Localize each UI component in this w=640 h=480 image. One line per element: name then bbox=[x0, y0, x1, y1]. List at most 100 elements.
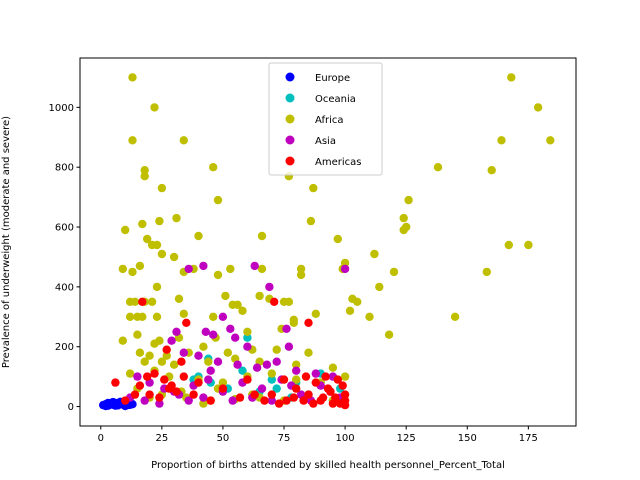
data-point bbox=[306, 216, 316, 226]
data-point bbox=[504, 240, 513, 250]
x-axis: 0 25 50 75 100 125 150 175 bbox=[98, 426, 538, 444]
x-tick-label: 150 bbox=[458, 433, 477, 444]
data-point bbox=[282, 324, 291, 333]
data-point bbox=[333, 375, 342, 384]
legend-marker bbox=[285, 156, 295, 166]
data-point bbox=[270, 297, 279, 306]
data-point bbox=[199, 261, 208, 271]
data-point bbox=[292, 384, 301, 393]
data-point bbox=[262, 360, 272, 369]
data-point bbox=[228, 396, 237, 405]
data-point bbox=[118, 264, 128, 274]
data-point bbox=[189, 390, 198, 399]
data-point bbox=[289, 318, 298, 327]
data-point bbox=[145, 390, 154, 399]
data-point bbox=[194, 378, 203, 387]
data-point bbox=[135, 261, 145, 271]
data-point bbox=[179, 309, 188, 318]
data-point bbox=[184, 264, 193, 274]
data-point bbox=[328, 363, 338, 372]
data-point bbox=[118, 336, 128, 345]
data-point bbox=[157, 183, 167, 193]
legend-marker bbox=[285, 114, 295, 124]
data-point bbox=[284, 342, 294, 351]
data-point bbox=[140, 396, 149, 405]
data-points bbox=[99, 73, 555, 411]
data-point bbox=[145, 351, 154, 360]
data-point bbox=[140, 166, 149, 175]
y-axis: 0 200 400 600 800 1000 bbox=[49, 103, 80, 413]
data-point bbox=[147, 297, 157, 306]
x-tick-label: 75 bbox=[278, 433, 291, 444]
data-point bbox=[304, 348, 313, 357]
data-point bbox=[235, 393, 245, 402]
x-tick-label: 0 bbox=[98, 433, 104, 444]
data-point bbox=[125, 312, 135, 321]
data-point bbox=[533, 103, 543, 112]
data-point bbox=[238, 366, 247, 375]
data-point bbox=[150, 103, 159, 112]
data-point bbox=[140, 357, 149, 366]
data-point bbox=[546, 136, 555, 145]
data-point bbox=[233, 360, 242, 369]
y-axis-title: Prevalence of underweight (moderate and … bbox=[1, 116, 12, 368]
data-point bbox=[252, 363, 262, 372]
data-point bbox=[179, 136, 188, 145]
data-point bbox=[157, 249, 167, 259]
data-point bbox=[111, 378, 120, 387]
data-point bbox=[370, 249, 379, 259]
data-point bbox=[155, 399, 164, 408]
data-point bbox=[274, 399, 284, 408]
data-point bbox=[165, 384, 174, 393]
data-point bbox=[143, 372, 152, 381]
data-point bbox=[204, 375, 213, 384]
data-point bbox=[125, 369, 135, 378]
data-point bbox=[121, 396, 130, 405]
data-point bbox=[226, 264, 235, 274]
data-point bbox=[309, 183, 318, 193]
data-point bbox=[257, 231, 267, 241]
data-point bbox=[365, 312, 374, 321]
data-point bbox=[257, 384, 267, 393]
data-point bbox=[169, 252, 179, 262]
data-point bbox=[179, 372, 188, 381]
data-point bbox=[260, 396, 269, 405]
data-point bbox=[279, 375, 289, 384]
data-point bbox=[184, 396, 193, 405]
data-point bbox=[404, 195, 413, 205]
data-point bbox=[128, 73, 137, 82]
data-point bbox=[221, 291, 230, 301]
legend-label: Europe bbox=[315, 73, 350, 84]
data-point bbox=[135, 348, 145, 357]
data-point bbox=[482, 267, 491, 277]
data-point bbox=[338, 381, 347, 390]
data-point bbox=[345, 306, 355, 315]
data-point bbox=[223, 348, 232, 357]
data-point bbox=[152, 240, 162, 250]
x-tick-label: 125 bbox=[397, 433, 416, 444]
data-point bbox=[162, 345, 171, 354]
data-point bbox=[121, 225, 130, 235]
data-point bbox=[282, 396, 291, 405]
legend-marker bbox=[285, 93, 295, 103]
data-point bbox=[179, 348, 188, 357]
x-tick-label: 25 bbox=[155, 433, 168, 444]
data-point bbox=[243, 375, 252, 384]
y-tick-label: 0 bbox=[68, 402, 74, 413]
data-point bbox=[257, 264, 267, 274]
y-tick-label: 1000 bbox=[49, 103, 74, 114]
data-point bbox=[204, 357, 213, 366]
data-point bbox=[450, 312, 460, 321]
data-point bbox=[213, 195, 223, 205]
data-point bbox=[140, 172, 149, 181]
data-point bbox=[304, 318, 313, 327]
data-point bbox=[292, 360, 301, 369]
data-point bbox=[238, 306, 247, 315]
data-point bbox=[304, 390, 313, 399]
data-point bbox=[213, 270, 223, 280]
legend-label: Oceania bbox=[315, 94, 356, 105]
x-axis-title: Proportion of births attended by skilled… bbox=[151, 460, 505, 471]
data-point bbox=[340, 258, 350, 268]
data-point bbox=[194, 351, 203, 360]
legend-label: Americas bbox=[315, 157, 361, 168]
